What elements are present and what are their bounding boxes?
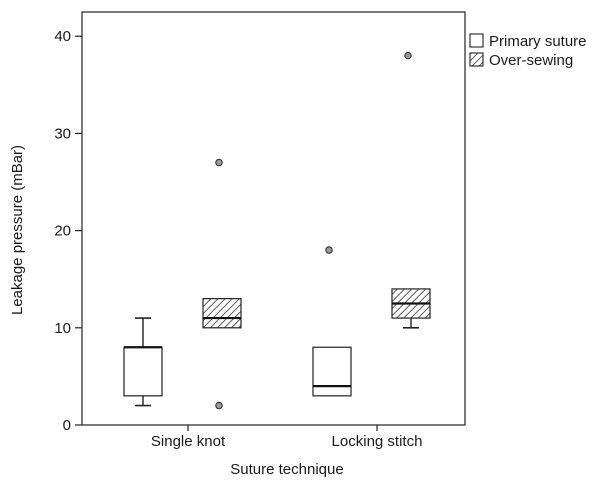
legend-label: Over-sewing bbox=[489, 52, 573, 69]
legend-swatch bbox=[469, 33, 484, 48]
y-tick-label: 40 bbox=[54, 28, 71, 45]
legend-label: Primary suture bbox=[489, 33, 587, 50]
plot-frame bbox=[81, 11, 466, 426]
y-tick-label: 0 bbox=[63, 417, 71, 434]
outlier-point bbox=[215, 401, 223, 410]
box-over-sewing bbox=[391, 51, 431, 329]
box-primary-suture bbox=[312, 246, 352, 397]
outlier-point bbox=[404, 51, 412, 60]
box-over-sewing bbox=[202, 158, 242, 410]
box-iqr bbox=[312, 346, 352, 397]
outlier-point bbox=[325, 246, 333, 254]
y-axis-label: Leakage pressure (mBar) bbox=[9, 145, 26, 315]
y-tick-label: 30 bbox=[54, 125, 71, 142]
legend-swatch bbox=[469, 52, 484, 67]
box-iqr bbox=[202, 298, 242, 329]
box-primary-suture bbox=[123, 317, 163, 407]
y-tick-label: 10 bbox=[54, 320, 71, 337]
x-tick-label: Single knot bbox=[151, 433, 226, 450]
outlier-point bbox=[215, 158, 223, 167]
x-axis-label: Suture technique bbox=[230, 461, 343, 478]
x-tick-label: Locking stitch bbox=[332, 433, 423, 450]
y-tick-label: 20 bbox=[54, 223, 71, 240]
box-iqr bbox=[123, 346, 163, 397]
